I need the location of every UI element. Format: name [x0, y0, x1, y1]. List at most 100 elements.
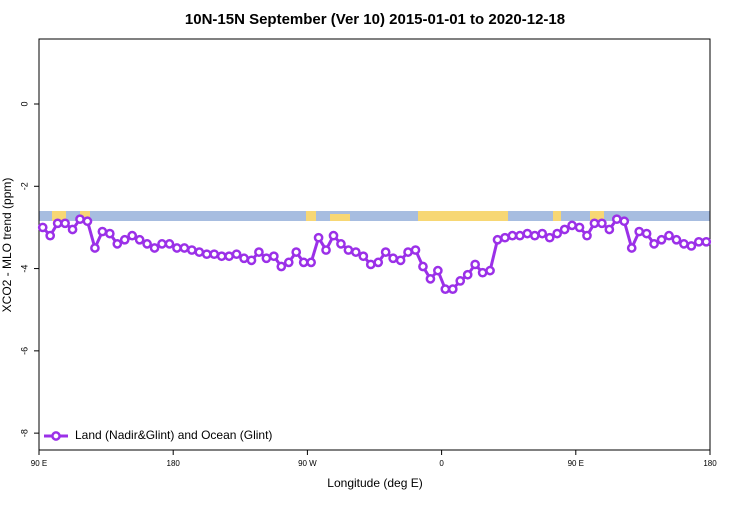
data-point: [701, 236, 712, 247]
data-point: [269, 251, 279, 262]
data-point: [186, 245, 197, 255]
data-point: [194, 247, 205, 257]
data-point: [351, 247, 361, 257]
data-point: [60, 218, 70, 229]
data-point: [142, 239, 152, 249]
data-point: [433, 265, 443, 276]
land-band: [330, 214, 350, 221]
data-point: [336, 239, 346, 249]
data-point: [537, 228, 548, 239]
data-point: [485, 265, 495, 276]
data-point: [75, 214, 85, 225]
data-point: [201, 249, 212, 260]
legend-label: Land (Nadir&Glint) and Ocean (Glint): [75, 428, 272, 442]
data-point: [515, 230, 525, 241]
data-point: [589, 218, 600, 229]
data-point: [470, 259, 480, 270]
data-point: [52, 218, 63, 229]
data-point: [298, 257, 309, 268]
x-tick-label: 90 W: [298, 459, 317, 468]
data-point: [679, 239, 689, 249]
data-point: [276, 261, 287, 272]
land-band: [52, 211, 66, 221]
land-band: [418, 211, 508, 221]
land-band: [553, 211, 561, 221]
y-tick-label: -2: [19, 182, 29, 190]
legend-marker: [51, 431, 61, 441]
plot-content: [37, 214, 712, 294]
data-point: [127, 230, 138, 241]
data-point: [373, 257, 384, 268]
data-point: [649, 239, 659, 249]
data-point: [425, 274, 436, 284]
data-point: [492, 234, 503, 245]
data-point: [597, 218, 607, 229]
data-point: [164, 239, 175, 249]
data-point: [291, 247, 302, 257]
data-point: [604, 224, 615, 235]
data-point: [611, 214, 622, 225]
data-point: [552, 228, 563, 239]
data-point: [671, 234, 682, 245]
data-point: [388, 253, 398, 264]
data-point: [328, 230, 339, 241]
data-point: [507, 230, 518, 241]
data-point: [239, 253, 249, 264]
data-point: [246, 255, 257, 266]
data-point: [82, 216, 93, 227]
data-point: [395, 255, 406, 266]
x-tick-label: 180: [167, 459, 181, 468]
y-tick-label: -8: [19, 429, 29, 437]
data-point: [455, 276, 466, 286]
data-point: [365, 259, 376, 270]
data-point: [418, 261, 428, 272]
data-point: [641, 228, 652, 239]
data-point: [343, 245, 354, 255]
data-point: [567, 220, 577, 231]
data-point: [500, 232, 510, 243]
data-point: [440, 284, 451, 294]
data-point: [380, 247, 391, 257]
data-point: [112, 239, 123, 249]
data-point: [179, 243, 190, 253]
x-tick-label: 90 E: [568, 459, 584, 468]
ocean-band: [39, 211, 710, 221]
x-tick-label: 90 E: [31, 459, 47, 468]
data-point: [447, 284, 458, 294]
data-point: [582, 230, 592, 241]
data-point: [231, 249, 242, 260]
data-point: [403, 247, 413, 257]
chart-title: 10N-15N September (Ver 10) 2015-01-01 to…: [185, 11, 565, 28]
data-point: [321, 245, 331, 255]
data-point: [306, 257, 316, 268]
x-tick-label: 0: [439, 459, 444, 468]
data-point: [224, 251, 234, 262]
data-point: [134, 234, 145, 245]
data-point: [37, 222, 48, 233]
y-axis-label: XCO2 - MLO trend (ppm): [0, 178, 14, 313]
land-band: [306, 211, 316, 221]
data-point: [529, 230, 540, 241]
data-point: [104, 228, 115, 239]
data-point: [559, 224, 570, 235]
data-point: [358, 251, 369, 262]
y-tick-label: -4: [19, 265, 29, 273]
legend-box: [40, 424, 290, 448]
data-point: [216, 251, 227, 262]
data-point: [313, 232, 324, 243]
data-point: [544, 232, 555, 243]
data-point: [634, 226, 645, 237]
data-point: [693, 236, 704, 247]
data-point: [45, 230, 56, 241]
surface-band: [39, 211, 710, 221]
data-point: [477, 267, 488, 278]
data-point: [149, 243, 160, 253]
data-point: [410, 245, 421, 255]
data-point: [619, 216, 630, 227]
land-band: [80, 211, 90, 221]
data-point: [626, 243, 637, 253]
data-point: [462, 269, 473, 280]
data-point: [254, 247, 264, 257]
